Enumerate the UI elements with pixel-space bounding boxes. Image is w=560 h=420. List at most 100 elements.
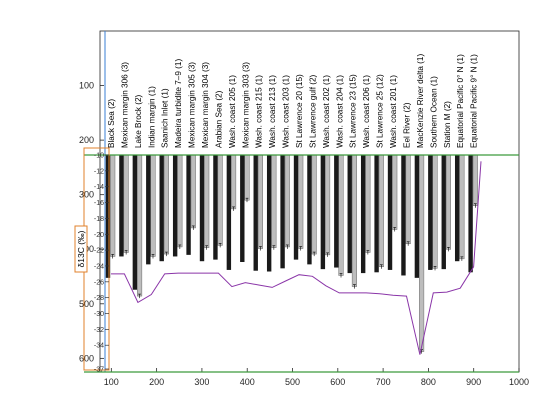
x-tick-label: 600 [330, 377, 345, 387]
bar-series-light [231, 155, 236, 209]
bar-series-light [325, 155, 330, 255]
bar-series-light [366, 155, 371, 252]
bar-series-light [285, 155, 290, 247]
bar-series-dark [213, 155, 217, 260]
inner-axis-label: δ13C (‰) [76, 230, 86, 267]
category-label: MacKenzie River delta (1) [416, 54, 425, 148]
bar-series-light [392, 155, 397, 230]
bar-series-dark [321, 155, 325, 269]
bar-series-light [272, 155, 277, 248]
bar-series-light [339, 155, 344, 275]
category-label: Eel River (2) [402, 102, 411, 148]
inner-axis-tick-label: -32 [94, 327, 104, 334]
category-label: Arabian Sea (2) [214, 90, 223, 148]
bar-series-dark [186, 155, 190, 255]
bar-series-dark [240, 155, 244, 262]
category-label: Wash. coast 205 (1) [228, 75, 237, 148]
inner-axis-tick-label: -28 [94, 295, 104, 302]
bar-series-light [110, 155, 115, 256]
bar-series-light [137, 155, 142, 296]
bar-series-dark [442, 155, 446, 269]
x-tick-label: 800 [421, 377, 436, 387]
category-label: Mexican margin 303 (3) [241, 62, 250, 148]
bar-series-dark [455, 155, 459, 261]
inner-axis-tick-label: -37 [94, 367, 104, 374]
bar-series-light [164, 155, 169, 254]
bar-series-light [191, 155, 196, 228]
bar-series-dark [334, 155, 338, 268]
bar-series-light [178, 155, 183, 247]
category-label: Equatorial Pacific 0° N (1) [456, 54, 465, 148]
bar-series-dark [146, 155, 150, 264]
category-label: Mexican margin 305 (3) [188, 62, 197, 148]
bar-series-light [204, 155, 209, 248]
inner-axis-tick-label: -18 [94, 216, 104, 223]
y-tick-label: 100 [79, 81, 94, 91]
x-tick-label: 200 [149, 377, 164, 387]
bar-series-light [151, 155, 156, 256]
bar-series-dark [160, 155, 164, 261]
x-tick-label: 700 [376, 377, 391, 387]
bar-series-dark [267, 155, 271, 272]
category-label: Indian margin (1) [147, 86, 156, 148]
bar-series-dark [307, 155, 311, 264]
bar-series-dark [106, 155, 110, 278]
bar-series-dark [468, 155, 472, 272]
bar-series-dark [428, 155, 432, 270]
inner-axis-tick-label: -34 [94, 343, 104, 350]
category-label: Wash. coast 203 (1) [282, 75, 291, 148]
y-tick-label: 500 [79, 299, 94, 309]
category-label: Wash. coast 204 (1) [335, 75, 344, 148]
category-label: Equatorial Pacific 9° N (1) [470, 54, 479, 148]
category-label: Black Sea (2) [107, 99, 116, 148]
category-label: Wash. coast 201 (1) [389, 75, 398, 148]
category-label: St Lawrence 25 (12) [376, 74, 385, 148]
bar-series-dark [200, 155, 204, 261]
bar-series-light [258, 155, 263, 249]
inner-axis-tick-label: -24 [94, 263, 104, 270]
bar-series-dark [361, 155, 365, 273]
category-label: Mexican margin 306 (3) [120, 62, 129, 148]
category-label: Mexican margin 304 (3) [201, 62, 210, 148]
bar-series-light [298, 155, 303, 249]
bar-series-dark [401, 155, 405, 275]
bar-series-light [218, 155, 223, 245]
x-tick-label: 400 [240, 377, 255, 387]
inner-axis-tick-label: -10 [94, 153, 104, 160]
bar-series-light [312, 155, 317, 254]
inner-axis-tick-label: -12 [94, 168, 104, 175]
category-label: Wash. coast 213 (1) [268, 75, 277, 148]
bar-series-light [446, 155, 451, 249]
category-label: St Lawrence gulf (2) [308, 74, 317, 148]
category-label: St Lawrence 20 (15) [295, 74, 304, 148]
category-label: Madeira turbidite 7–9 (1) [174, 59, 183, 148]
bar-series-light [352, 155, 357, 287]
y-tick-label: 600 [79, 353, 94, 363]
bar-series-dark [227, 155, 231, 270]
inner-axis-tick-label: -14 [94, 184, 104, 191]
inner-axis-tick-label: -30 [94, 311, 104, 318]
x-tick-label: 300 [194, 377, 209, 387]
bar-series-dark [348, 155, 352, 273]
inner-axis-tick-label: -22 [94, 248, 104, 255]
y-tick-label: 300 [79, 190, 94, 200]
category-label: St Lawrence 23 (15) [349, 74, 358, 148]
inner-axis-tick-label: -26 [94, 279, 104, 286]
bar-series-dark [133, 155, 137, 290]
category-label: Wash. coast 206 (1) [362, 75, 371, 148]
category-label: Wash. coast 202 (1) [322, 75, 331, 148]
bar-series-light [245, 155, 250, 200]
inner-axis-tick-label: -16 [94, 200, 104, 207]
bar-series-light [419, 155, 424, 352]
bar-series-dark [294, 155, 298, 260]
y-tick-label: 200 [79, 135, 94, 145]
x-tick-label: 100 [104, 377, 119, 387]
x-tick-label: 1000 [509, 377, 529, 387]
bar-series-dark [254, 155, 258, 271]
category-label: Southern Ocean (1) [429, 76, 438, 148]
category-label: Station M (2) [443, 101, 452, 148]
bar-series-light [433, 155, 438, 268]
category-label: Wash. coast 215 (1) [255, 75, 264, 148]
